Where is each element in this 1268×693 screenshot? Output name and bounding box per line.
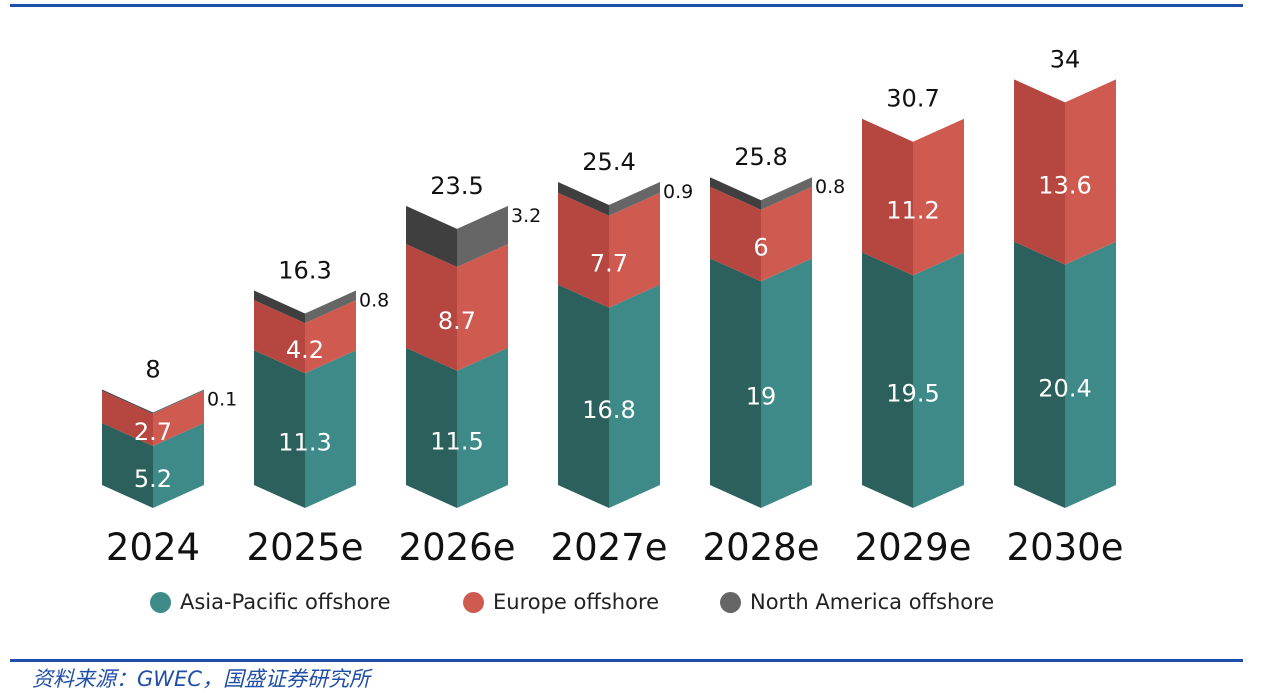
bar-segment-north-america-offshore-left	[102, 389, 153, 414]
x-tick-label: 2025e	[247, 526, 364, 569]
legend: Asia-Pacific offshore Europe offshore No…	[0, 590, 1268, 624]
segment-value-label: 2.7	[134, 418, 172, 446]
bar-segment-europe-offshore-left	[862, 118, 913, 276]
legend-item-north-america: North America offshore	[720, 590, 994, 614]
bar-segment-asia-pacific-offshore-left	[102, 422, 153, 508]
x-tick-label: 2026e	[399, 526, 516, 569]
legend-dot-icon	[720, 591, 741, 613]
top-rule	[10, 4, 1243, 7]
x-tick-label: 2024	[106, 526, 200, 569]
bar-segment-asia-pacific-offshore-left	[710, 258, 761, 508]
segment-value-label: 11.3	[278, 429, 331, 457]
total-value-label: 23.5	[430, 172, 483, 200]
bar-segment-asia-pacific-offshore-right	[609, 284, 660, 508]
total-value-label: 25.4	[582, 148, 635, 176]
bar-segment-europe-offshore-right	[1065, 79, 1116, 265]
bar-segment-asia-pacific-offshore-right	[913, 252, 964, 508]
bar-segment-asia-pacific-offshore-right	[457, 347, 508, 508]
segment-value-label: 0.9	[663, 181, 693, 203]
bar-segment-europe-offshore-left	[558, 192, 609, 308]
bar-segment-asia-pacific-offshore-left	[406, 347, 457, 508]
legend-dot-icon	[150, 591, 171, 613]
bar-segment-europe-offshore-left	[1014, 79, 1065, 265]
total-value-label: 8	[145, 356, 160, 384]
bar-segment-asia-pacific-offshore-left	[558, 284, 609, 508]
bar-segment-europe-offshore-right	[913, 118, 964, 276]
legend-label: Asia-Pacific offshore	[180, 590, 391, 614]
bar-segment-north-america-offshore-left	[254, 290, 305, 324]
legend-label: Europe offshore	[493, 590, 660, 614]
total-value-label: 16.3	[278, 257, 331, 285]
segment-value-label: 13.6	[1038, 172, 1091, 200]
bar-segment-asia-pacific-offshore-left	[862, 252, 913, 508]
x-tick-label: 2029e	[855, 526, 972, 569]
stacked-bar-chart: 5.2 2.7 0.1 8 2024 11.3 4.2 0.8 16.3 2025e 11.5 8.7…	[102, 45, 1124, 569]
total-value-label: 34	[1050, 45, 1081, 73]
source-note: 资料来源：GWEC，国盛证券研究所	[32, 667, 370, 691]
legend-item-asia-pacific: Asia-Pacific offshore	[150, 590, 391, 614]
bar-segment-europe-offshore-left	[254, 300, 305, 374]
segment-value-label: 20.4	[1038, 374, 1091, 402]
legend-dot-icon	[463, 591, 484, 613]
bar-segment-north-america-offshore-left	[406, 205, 457, 268]
bar-segment-europe-offshore-left	[102, 390, 153, 446]
segment-value-label: 16.8	[582, 396, 635, 424]
bar-segment-north-america-offshore-right	[609, 181, 660, 216]
bar-segment-asia-pacific-offshore-right	[1065, 241, 1116, 509]
segment-value-label: 7.7	[590, 250, 628, 278]
bar-segment-europe-offshore-right	[305, 300, 356, 374]
segment-value-label: 4.2	[286, 336, 324, 364]
segment-value-label: 19	[746, 383, 777, 411]
bar-segment-north-america-offshore-right	[305, 290, 356, 324]
segment-value-label: 11.5	[430, 427, 483, 455]
x-tick-label: 2027e	[551, 526, 668, 569]
bar-segment-europe-offshore-right	[153, 390, 204, 446]
bar-segment-europe-offshore-left	[406, 244, 457, 371]
total-value-label: 30.7	[886, 85, 939, 113]
bar-segment-europe-offshore-right	[609, 192, 660, 308]
bar-segment-asia-pacific-offshore-left	[1014, 241, 1065, 509]
segment-value-label: 8.7	[438, 307, 476, 335]
bar-segment-north-america-offshore-right	[153, 389, 204, 414]
segment-value-label: 0.8	[815, 176, 845, 198]
segment-value-label: 11.2	[886, 197, 939, 225]
bar-segment-europe-offshore-right	[457, 244, 508, 371]
segment-value-label: 6	[753, 234, 768, 262]
x-tick-label: 2030e	[1007, 526, 1124, 569]
segment-value-label: 3.2	[511, 205, 541, 227]
bar-segment-north-america-offshore-right	[457, 205, 508, 268]
segment-value-label: 0.8	[359, 290, 389, 312]
bar-segment-north-america-offshore-left	[710, 177, 761, 210]
bar-segment-asia-pacific-offshore-right	[305, 350, 356, 508]
bar-segment-europe-offshore-left	[710, 186, 761, 282]
segment-value-label: 19.5	[886, 380, 939, 408]
segment-value-label: 5.2	[134, 465, 172, 493]
bar-segment-north-america-offshore-right	[761, 177, 812, 210]
footer-rule	[10, 659, 1243, 662]
bar-segment-europe-offshore-right	[761, 186, 812, 282]
bar-segment-asia-pacific-offshore-right	[761, 258, 812, 508]
total-value-label: 25.8	[734, 143, 787, 171]
segment-value-label: 0.1	[207, 389, 237, 411]
x-tick-label: 2028e	[703, 526, 820, 569]
legend-item-europe: Europe offshore	[463, 590, 659, 614]
bar-segment-asia-pacific-offshore-left	[254, 350, 305, 508]
bar-segment-asia-pacific-offshore-right	[153, 422, 204, 508]
legend-label: North America offshore	[750, 590, 995, 614]
bar-segment-north-america-offshore-left	[558, 181, 609, 216]
